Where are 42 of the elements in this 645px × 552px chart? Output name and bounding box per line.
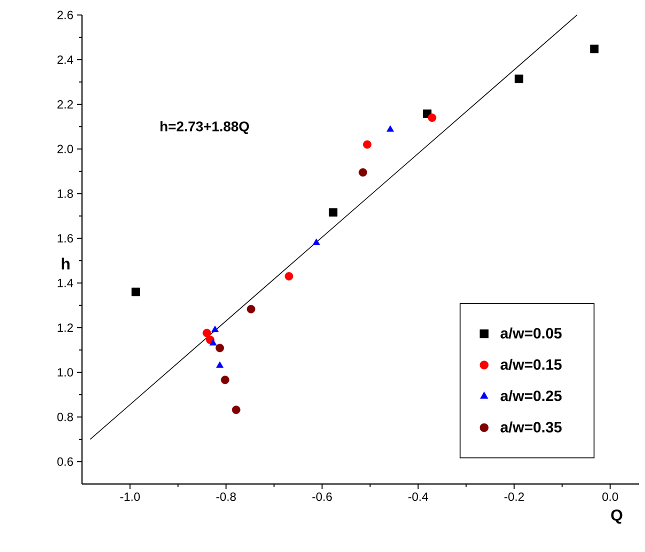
- point: [312, 238, 320, 245]
- legend-label: a/w=0.25: [500, 390, 562, 402]
- y-tick-label: 2.0: [57, 144, 74, 154]
- annotation: h=2.73+1.88Q: [160, 121, 249, 134]
- x-tick-label: 0.0: [602, 492, 618, 501]
- point: [216, 344, 224, 352]
- x-tick-label: -1.0: [120, 492, 140, 501]
- y-tick-label: 0.8: [57, 412, 73, 422]
- legend-label: a/w=0.05: [500, 328, 562, 339]
- point: [590, 44, 599, 54]
- point: [211, 326, 219, 332]
- point: [209, 339, 217, 346]
- point: [220, 376, 230, 384]
- point: [428, 114, 436, 122]
- point: [284, 272, 294, 280]
- point: [514, 74, 524, 84]
- point: [232, 406, 240, 414]
- x-tick-label: -0.2: [504, 492, 524, 501]
- y-tick-label: 2.2: [57, 100, 73, 108]
- point: [216, 361, 224, 368]
- point: [358, 168, 368, 177]
- y-tick-label: 0.6: [57, 457, 73, 466]
- x-axis-title: Q: [611, 510, 622, 524]
- point: [132, 288, 140, 296]
- point: [328, 208, 338, 217]
- x-tick-label: -0.4: [408, 492, 428, 501]
- y-tick-label: 1.4: [58, 278, 74, 288]
- y-tick-label: 1.6: [58, 234, 73, 243]
- y-tick-label: 2.6: [57, 10, 73, 20]
- y-tick-label: 1.0: [58, 368, 74, 377]
- y-tick-label: 1.2: [58, 323, 73, 332]
- y-tick-label: 1.8: [58, 189, 73, 198]
- legend-label: a/w=0.35: [500, 421, 562, 433]
- legend-label: a/w=0.15: [500, 358, 562, 370]
- y-tick-label: 2.4: [57, 55, 74, 64]
- x-tick-label: -0.6: [312, 492, 332, 501]
- point: [386, 125, 394, 132]
- point: [363, 140, 372, 149]
- y-axis-title: h: [62, 258, 70, 270]
- point: [246, 304, 256, 314]
- point: [202, 328, 212, 338]
- x-tick-label: -0.8: [216, 492, 236, 501]
